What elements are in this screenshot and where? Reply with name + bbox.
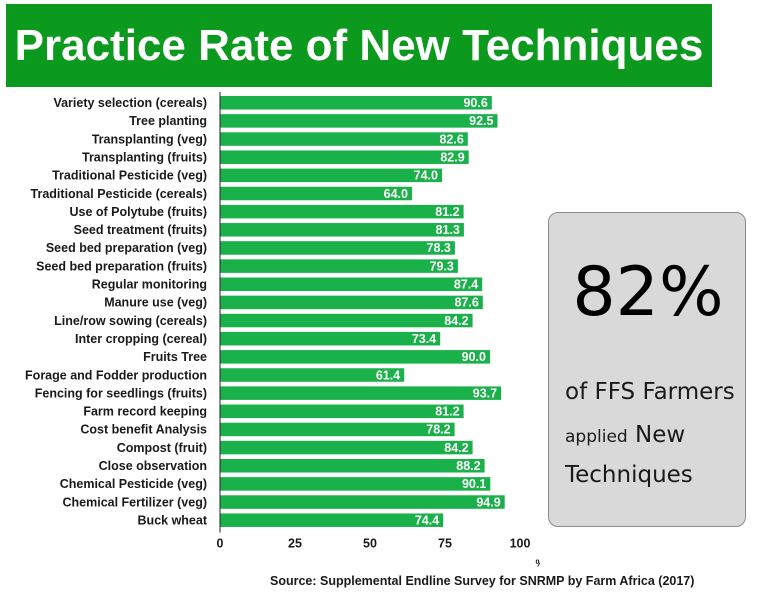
- summary-callout: 82% of FFS Farmers applied New Technique…: [548, 212, 746, 527]
- callout-line-2: applied New: [565, 422, 685, 448]
- bar: [220, 368, 405, 382]
- bar-value-label: 93.7: [473, 386, 497, 400]
- category-label: Variety selection (cereals): [53, 96, 207, 110]
- bar-value-label: 90.6: [463, 96, 487, 110]
- bar-value-label: 82.9: [440, 150, 464, 164]
- title-bar: Practice Rate of New Techniques: [6, 4, 712, 87]
- bar: [220, 204, 464, 219]
- bar-value-label: 84.2: [444, 314, 468, 328]
- bar-value-label: 90.0: [462, 350, 486, 364]
- x-tick-label: 25: [288, 537, 302, 551]
- category-label: Farm record keeping: [83, 405, 207, 419]
- bar-value-label: 88.2: [456, 459, 480, 473]
- bar-value-label: 92.5: [469, 114, 493, 128]
- bar: [220, 150, 469, 164]
- bar-value-label: 74.0: [414, 169, 438, 183]
- bar-value-label: 87.6: [454, 296, 478, 310]
- source-note: Source: Supplemental Endline Survey for …: [270, 574, 695, 588]
- bar-value-label: 73.4: [412, 332, 436, 346]
- x-axis-label: %: [536, 559, 540, 570]
- category-label: Transplanting (fruits): [82, 150, 207, 164]
- category-label: Buck wheat: [138, 513, 208, 527]
- x-tick-label: 75: [438, 537, 452, 551]
- callout-line-3: Techniques: [565, 462, 693, 488]
- bar: [220, 404, 464, 419]
- bar: [220, 513, 444, 527]
- category-label: Use of Polytube (fruits): [69, 205, 207, 219]
- bar: [220, 313, 473, 328]
- category-label: Compost (fruit): [117, 441, 207, 455]
- bar-value-label: 87.4: [454, 278, 478, 292]
- category-label: Regular monitoring: [92, 278, 207, 292]
- bar-value-label: 81.2: [435, 205, 459, 219]
- bar: [220, 350, 490, 364]
- bar-chart: 90.6 Variety selection (cereals) 92.5 Tree …: [25, 92, 540, 570]
- bar-value-label: 78.3: [427, 241, 451, 255]
- bar: [220, 331, 441, 346]
- category-label: Chemical Fertilizer (veg): [63, 495, 208, 509]
- bar: [220, 295, 483, 310]
- category-label: Seed bed preparation (veg): [46, 241, 207, 255]
- bar: [220, 186, 412, 201]
- x-tick-label: 0: [217, 537, 224, 551]
- chart-title: Practice Rate of New Techniques: [14, 21, 704, 70]
- category-label: Inter cropping (cereal): [75, 332, 207, 346]
- callout-new: New: [627, 422, 686, 448]
- bar-value-label: 82.6: [439, 132, 463, 146]
- category-label: Chemical Pesticide (veg): [60, 477, 207, 491]
- category-label: Forage and Fodder production: [25, 368, 207, 382]
- category-label: Line/row sowing (cereals): [54, 314, 207, 328]
- bar-value-label: 94.9: [476, 495, 500, 509]
- bar-value-label: 90.1: [462, 477, 486, 491]
- category-label: Tree planting: [129, 114, 207, 128]
- category-label: Traditional Pesticide (veg): [52, 169, 207, 183]
- bar: [220, 440, 473, 455]
- bar: [220, 459, 485, 473]
- bar-value-label: 81.2: [435, 405, 459, 419]
- bar: [220, 495, 505, 509]
- bar: [220, 277, 483, 291]
- bar: [220, 386, 502, 400]
- category-label: Close observation: [99, 459, 207, 473]
- bar-value-label: 84.2: [444, 441, 468, 455]
- category-label: Seed treatment (fruits): [74, 223, 207, 237]
- callout-percentage: 82%: [572, 253, 724, 332]
- bar: [220, 96, 492, 110]
- bar-value-label: 61.4: [376, 368, 400, 382]
- bar-value-label: 64.0: [384, 187, 408, 201]
- category-label: Manure use (veg): [104, 296, 207, 310]
- callout-applied: applied: [565, 427, 628, 447]
- category-label: Fruits Tree: [143, 350, 207, 364]
- category-label: Cost benefit Analysis: [80, 423, 207, 437]
- category-label: Transplanting (veg): [92, 132, 207, 146]
- bar: [220, 422, 455, 437]
- category-label: Fencing for seedlings (fruits): [35, 386, 207, 400]
- bar-value-label: 81.3: [436, 223, 460, 237]
- bar: [220, 477, 491, 491]
- bar: [220, 223, 464, 237]
- bar: [220, 168, 442, 183]
- bar-value-label: 74.4: [415, 513, 439, 527]
- category-label: Traditional Pesticide (cereals): [31, 187, 207, 201]
- bar-value-label: 78.2: [426, 423, 450, 437]
- bar: [220, 132, 468, 146]
- bar: [220, 241, 455, 255]
- category-label: Seed bed preparation (fruits): [36, 259, 207, 273]
- bar: [220, 114, 498, 128]
- x-tick-label: 100: [510, 537, 531, 551]
- callout-line-1: of FFS Farmers: [565, 379, 735, 405]
- bar-value-label: 79.3: [430, 259, 454, 273]
- bar: [220, 259, 458, 273]
- x-tick-label: 50: [363, 537, 377, 551]
